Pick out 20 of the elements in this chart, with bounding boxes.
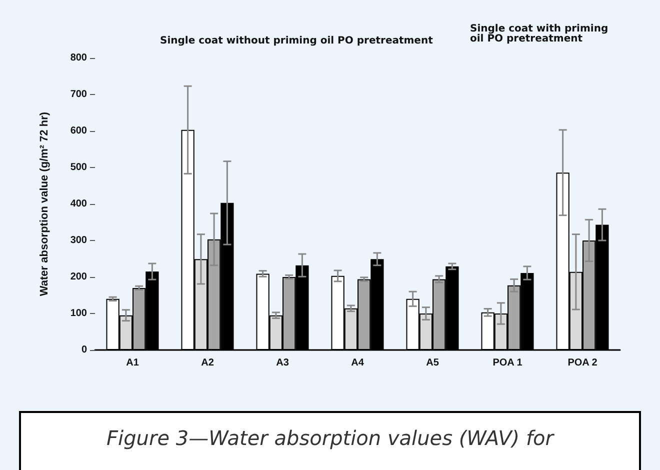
y-tick-label: 0	[81, 344, 88, 356]
y-tick-label: 600	[70, 126, 88, 136]
y-tick-label: 300	[70, 235, 88, 246]
x-tick-label: A4	[351, 358, 364, 368]
x-tick-label: A3	[276, 358, 290, 368]
text: Single coat with priming oil PO pretreatment	[470, 24, 612, 44]
y-tick-label: 500	[70, 162, 88, 173]
y-tick-label: 400	[70, 198, 88, 210]
y-tick-label: 200	[70, 272, 88, 282]
x-tick-label: A1	[126, 358, 140, 368]
text: Single coat without priming oil PO pretreatment	[160, 36, 434, 46]
y-tick-label: 700	[70, 89, 88, 100]
x-tick-label: A2	[201, 358, 214, 368]
y-tick-label: 100	[70, 308, 88, 319]
y-axis-title: Water absorption value (g/m² 72 hr)	[38, 112, 50, 296]
x-tick-label: A5	[426, 358, 440, 368]
x-tick-label: POA 2	[568, 358, 598, 368]
y-tick-label: 800	[70, 52, 88, 64]
x-tick-label: POA 1	[492, 358, 523, 368]
caption: Figure 3—Water absorption values (WAV) for	[106, 426, 556, 450]
